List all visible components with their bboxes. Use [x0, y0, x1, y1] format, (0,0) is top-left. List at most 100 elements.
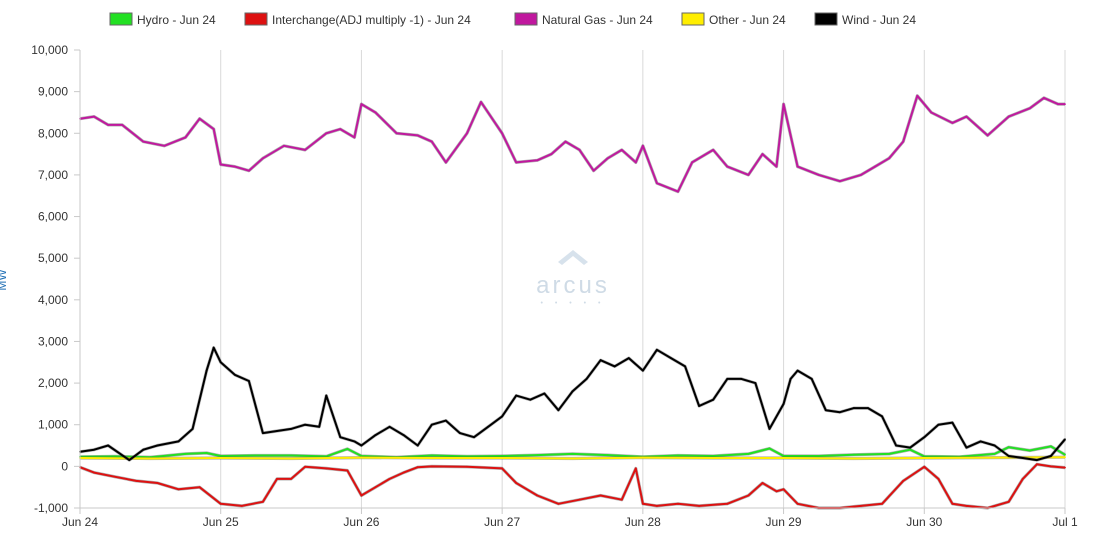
x-tick-label: Jun 27 — [484, 515, 520, 529]
data-point — [888, 452, 891, 455]
data-point — [501, 415, 504, 418]
data-point — [536, 159, 539, 162]
data-point — [1050, 455, 1052, 457]
data-point — [515, 394, 518, 397]
data-point — [747, 174, 750, 176]
data-point — [93, 448, 95, 451]
data-point — [93, 115, 95, 118]
data-point — [867, 407, 869, 409]
x-tick-label: Jun 26 — [343, 515, 379, 529]
data-point — [219, 455, 222, 457]
data-point — [142, 140, 145, 143]
data-point — [233, 165, 236, 168]
data-point — [782, 488, 785, 491]
data-point — [233, 373, 236, 376]
legend-item[interactable]: Natural Gas - Jun 24 — [514, 12, 653, 27]
data-point — [304, 423, 307, 426]
data-point — [1021, 457, 1024, 459]
data-point — [353, 136, 356, 139]
data-point — [712, 457, 715, 459]
data-point — [599, 359, 602, 362]
data-point — [754, 382, 757, 384]
data-point — [874, 165, 876, 168]
data-point — [993, 444, 996, 447]
y-tick-label: 2,000 — [38, 376, 68, 390]
data-point — [796, 502, 799, 505]
data-point — [881, 415, 883, 418]
data-point — [698, 405, 701, 407]
data-point — [571, 390, 574, 393]
data-point — [930, 111, 933, 114]
data-point — [501, 467, 504, 470]
data-point — [543, 392, 546, 395]
data-point — [775, 165, 778, 168]
data-point — [156, 482, 159, 484]
legend-swatch — [109, 12, 133, 26]
data-point — [979, 440, 982, 443]
watermark-subtext: • • • • • — [540, 300, 605, 307]
series-line-shadow — [79, 94, 1065, 194]
x-tick-label: Jun 28 — [625, 515, 661, 529]
data-point — [325, 467, 328, 470]
data-point — [1064, 466, 1066, 469]
data-point — [613, 365, 616, 368]
data-point — [473, 436, 475, 439]
x-tick-label: Jun 29 — [766, 515, 802, 529]
data-point — [360, 494, 363, 497]
data-point — [247, 380, 250, 382]
data-point — [325, 394, 328, 397]
data-point — [1064, 438, 1066, 441]
data-point — [585, 378, 588, 380]
data-point — [965, 446, 968, 449]
data-point — [860, 174, 862, 176]
y-tick-label: 5,000 — [38, 251, 68, 265]
data-point — [782, 403, 785, 405]
data-point — [1050, 465, 1052, 468]
data-point — [684, 365, 686, 368]
data-point — [557, 409, 560, 412]
legend-item[interactable]: Wind - Jun 24 — [814, 12, 916, 27]
data-point — [353, 440, 356, 443]
data-point — [951, 502, 954, 505]
data-point — [1007, 446, 1010, 449]
data-point — [656, 505, 658, 507]
data-point — [374, 434, 377, 437]
data-point — [1050, 445, 1052, 448]
data-point — [515, 482, 518, 484]
data-point — [395, 132, 398, 135]
data-point — [304, 149, 307, 151]
x-axis: Jun 24 Jun 25 Jun 26 Jun 27 Jun 28 Jun 29 Jun … — [62, 507, 1078, 529]
data-point — [627, 357, 630, 360]
data-point — [1035, 463, 1038, 466]
legend-item[interactable]: Interchange(ADJ multiply -1) - Jun 24 — [244, 12, 471, 27]
data-point — [592, 169, 595, 172]
data-point — [1035, 459, 1038, 462]
data-point — [853, 457, 855, 460]
data-point — [402, 434, 405, 437]
legend-label: Hydro - Jun 24 — [137, 13, 216, 27]
data-point — [444, 161, 447, 164]
data-point — [656, 348, 658, 351]
data-point — [262, 500, 264, 503]
data-point — [360, 455, 363, 457]
data-point — [1064, 456, 1066, 459]
legend-item[interactable]: Hydro - Jun 24 — [109, 12, 216, 27]
data-point — [416, 134, 419, 137]
legend-item[interactable]: Other - Jun 24 — [681, 12, 786, 27]
y-tick-label: 4,000 — [38, 293, 68, 307]
data-point — [254, 454, 257, 457]
y-tick-label: 7,000 — [38, 168, 68, 182]
data-point — [1064, 103, 1066, 106]
data-point — [290, 457, 292, 460]
data-point — [276, 477, 278, 480]
data-point — [430, 140, 433, 143]
data-point — [656, 182, 658, 185]
data-point — [536, 494, 539, 497]
data-point — [564, 140, 567, 143]
plot-area — [79, 94, 1067, 510]
data-point — [993, 456, 996, 459]
data-point — [712, 149, 715, 151]
data-point — [838, 411, 841, 414]
data-point — [466, 132, 468, 135]
